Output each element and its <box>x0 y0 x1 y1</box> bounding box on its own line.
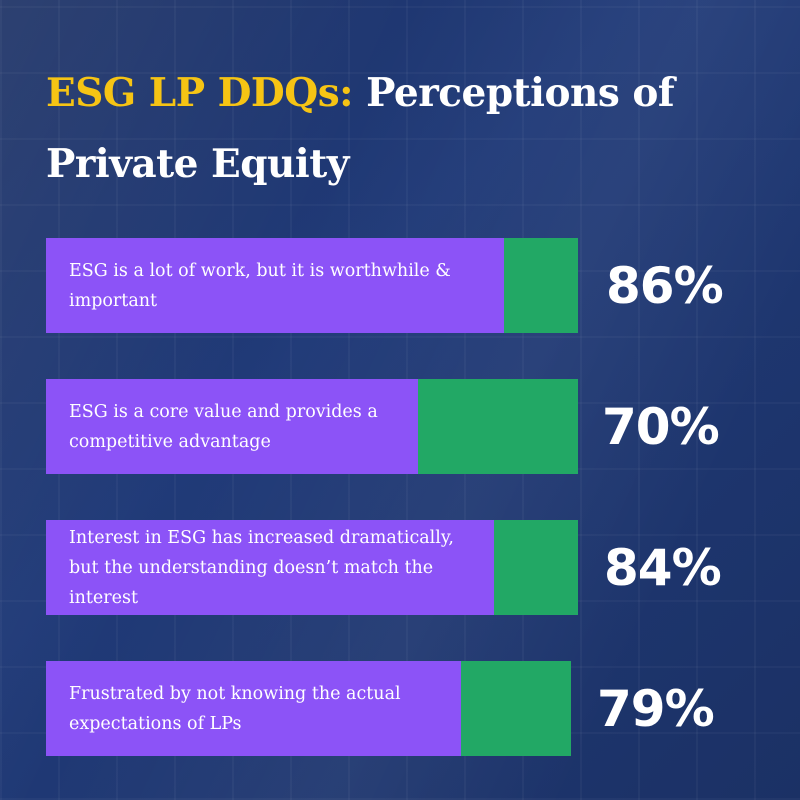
title-accent: ESG LP DDQs: <box>46 70 354 116</box>
bar-label: ESG is a lot of work, but it is worthwhi… <box>69 260 451 311</box>
bar-row: ESG is a lot of work, but it is worthwhi… <box>46 238 800 333</box>
bar-value-label: 84% <box>604 538 722 597</box>
bar-fill <box>46 661 461 756</box>
bar-value-label: 86% <box>606 256 724 315</box>
bar-label: ESG is a core value and provides a compe… <box>69 401 378 452</box>
bar-fill <box>46 520 494 615</box>
page-title: ESG LP DDQs: Perceptions of Private Equi… <box>46 58 746 200</box>
bar-value-label: 70% <box>602 397 720 456</box>
bar-row: Interest in ESG has increased dramatical… <box>46 520 800 615</box>
bar-value-label: 79% <box>597 679 715 738</box>
bar-fill <box>46 379 418 474</box>
bar-label: Frustrated by not knowing the actual exp… <box>69 683 401 734</box>
bar-fill <box>46 238 504 333</box>
bar-row: ESG is a core value and provides a compe… <box>46 379 800 474</box>
title-rest: Perceptions of Private Equity <box>46 70 675 187</box>
bar-label: Interest in ESG has increased dramatical… <box>69 527 454 608</box>
bar-row: Frustrated by not knowing the actual exp… <box>46 661 800 756</box>
